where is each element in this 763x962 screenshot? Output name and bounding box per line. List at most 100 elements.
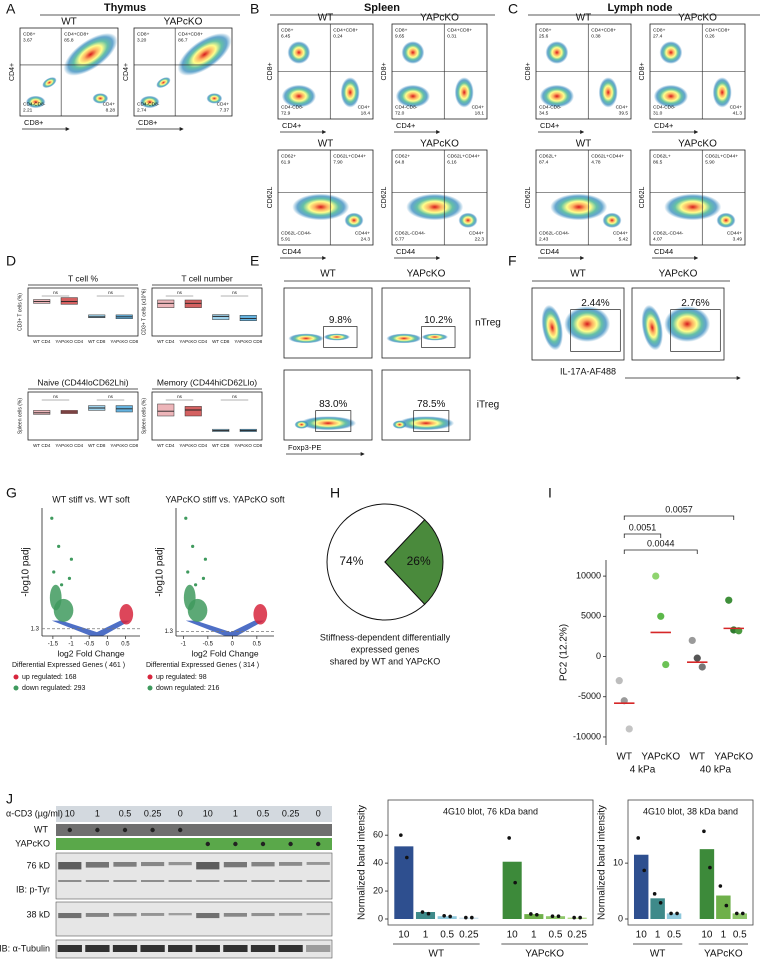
density-plot (638, 303, 710, 352)
quadrant-value: 72.9 (281, 110, 291, 116)
bar (634, 855, 648, 919)
panel-letter: C (508, 1, 518, 17)
axis-label: Normalized band intensity (357, 805, 368, 920)
density-blob (455, 77, 474, 107)
x-tick-label: 1 (655, 930, 661, 941)
density-blob (292, 194, 349, 221)
plot-title: WT (576, 13, 592, 24)
panel-title: Thymus (104, 2, 146, 14)
point (507, 836, 511, 840)
y-tick-label: 0 (618, 913, 623, 923)
chart-title: T cell % (68, 273, 99, 283)
bar (459, 918, 478, 919)
quadrant-name: CD4+CD8+ (333, 27, 358, 33)
x-tick-label: 0.5 (549, 930, 563, 941)
point (719, 884, 723, 888)
gate-percent: 83.0% (319, 399, 347, 410)
bar (394, 846, 413, 919)
row-label: α-CD3 (µg/ml) (6, 808, 63, 818)
point (626, 725, 633, 732)
point (191, 545, 194, 548)
x-tick-label: -0.5 (84, 642, 95, 648)
quadrant-name: CD4+CD8+ (705, 27, 730, 33)
band (113, 862, 136, 867)
quadrant-value: 7.90 (333, 159, 343, 165)
point (50, 517, 53, 520)
legend-swatch (14, 675, 19, 680)
point (68, 577, 71, 580)
group-label: WT (650, 949, 666, 960)
point (694, 655, 701, 662)
quadrant-value: 31.0 (653, 110, 663, 116)
density-blob (664, 306, 710, 342)
density-plot (550, 194, 621, 228)
axis-label: CD44 (396, 247, 415, 256)
band (196, 880, 219, 882)
y-tick-label: 10000 (576, 570, 601, 580)
group-label: YAPcKO (704, 949, 743, 960)
panel-letter: H (330, 485, 340, 501)
group-label: WT (429, 949, 445, 960)
quadrant-name: CD62+ (281, 153, 296, 159)
x-tick-label: -0.5 (203, 642, 214, 648)
legend-label: down regulated: 216 (156, 685, 220, 692)
x-tick-label: YAPcKO CD4 (179, 443, 207, 448)
quadrant-value: 0.24 (333, 33, 343, 39)
quadrant-value: 34.5 (539, 110, 549, 116)
x-tick-label: YAPcKO CD4 (179, 339, 207, 344)
point (60, 583, 63, 586)
band (113, 913, 136, 916)
caption: Stiffness-dependent differentially (320, 632, 451, 642)
point (421, 910, 425, 914)
band (224, 913, 247, 917)
axis-label: CD8+ (381, 62, 388, 80)
density-blob (154, 75, 172, 90)
x-tick-label: 0.5 (121, 642, 130, 648)
blot (56, 853, 332, 899)
quadrant-name: CD4+ (730, 104, 743, 110)
x-tick-label: YAPcKO CD8 (234, 443, 262, 448)
band (58, 913, 81, 918)
density-blob (406, 194, 463, 221)
lane-label: 0 (316, 808, 321, 818)
x-tick-label: 0.5 (253, 642, 262, 648)
density-blob (422, 334, 448, 341)
band (224, 880, 247, 882)
significance-bracket (624, 550, 697, 554)
density-plot (396, 41, 474, 108)
point (653, 892, 657, 896)
box (158, 404, 175, 416)
quadrant-name: CD62+ (395, 153, 410, 159)
quadrant-name: CD62L-CD44- (539, 230, 570, 236)
quadrant-value: 27.4 (653, 33, 663, 39)
panel-letter: B (250, 1, 259, 17)
panel-letter: A (6, 1, 16, 17)
quadrant-name: CD4-CD8- (23, 101, 46, 107)
band (251, 913, 274, 916)
quadrant-name: CD4+ (358, 104, 371, 110)
group-label: 40 kPa (700, 765, 732, 776)
point (572, 916, 576, 920)
band (86, 880, 109, 882)
quadrant-value: 18.4 (361, 110, 371, 116)
y-tick-label: 40 (373, 857, 383, 867)
density-blob (713, 77, 732, 107)
band (58, 880, 81, 882)
point (551, 914, 555, 918)
plot-title: YAPcKO (420, 13, 459, 24)
band (306, 945, 330, 952)
lane-dot (95, 828, 99, 832)
legend-label: up regulated: 168 (22, 674, 77, 681)
axis-label: PC2 (12.2%) (559, 624, 570, 681)
x-tick-label: YAPcKO CD4 (55, 339, 83, 344)
band (141, 913, 164, 916)
lane-dot (178, 828, 182, 832)
band (141, 862, 164, 866)
quadrant-name: CD44+ (469, 230, 484, 236)
x-tick-label: 0 (106, 642, 110, 648)
quadrant-name: CD4+ (616, 104, 629, 110)
axis-label: Spleen cells (%) (141, 398, 147, 434)
quadrant-name: CD4+ (217, 101, 230, 107)
axis-label: CD8+ (525, 62, 532, 80)
point (741, 912, 745, 916)
